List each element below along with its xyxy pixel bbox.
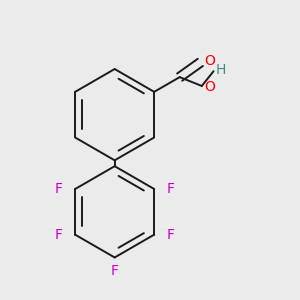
Text: F: F — [55, 228, 63, 242]
Text: O: O — [204, 54, 215, 68]
Text: F: F — [111, 264, 119, 278]
Text: F: F — [167, 182, 174, 196]
Text: F: F — [55, 182, 63, 196]
Text: O: O — [204, 80, 215, 94]
Text: H: H — [216, 63, 226, 77]
Text: F: F — [167, 228, 174, 242]
